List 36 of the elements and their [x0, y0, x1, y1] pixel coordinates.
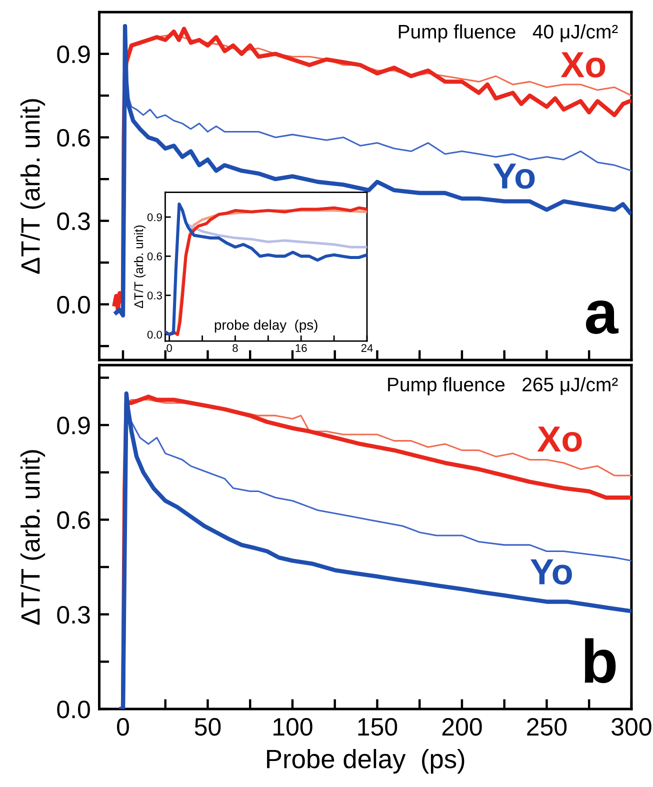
x-axis-title: probe delay (ps) — [214, 320, 318, 333]
annotation: Xo — [537, 426, 582, 452]
x-tick-label: 200 — [442, 718, 482, 736]
annotation: Pump fluence 265 μJ/cm² — [388, 377, 618, 396]
y-tick-label: 0.9 — [147, 213, 162, 222]
annotation: Yo — [530, 559, 572, 585]
x-tick-label: 16 — [296, 344, 307, 352]
x-tick-label: 8 — [232, 344, 238, 352]
x-tick-label: 24 — [361, 344, 373, 352]
x-tick-label: 300 — [612, 718, 652, 736]
y-tick-label: 0.9 — [57, 416, 90, 434]
y-axis-title: ΔT/T (arb. unit) — [20, 450, 46, 625]
y-tick-label: 0.6 — [147, 252, 162, 260]
y-tick-label: 0.3 — [57, 212, 90, 230]
x-tick-label: 250 — [527, 718, 567, 736]
x-tick-label: 150 — [358, 718, 398, 736]
y-tick-label: 0.3 — [147, 292, 162, 300]
y-tick-label: 0.0 — [57, 700, 90, 718]
y-tick-label: 0.9 — [57, 45, 90, 64]
x-axis-title: Probe delay (ps) — [267, 748, 464, 774]
annotation: Pump fluence 40 μJ/cm² — [398, 24, 618, 42]
annotation: Yo — [493, 164, 535, 189]
x-tick-label: 50 — [194, 718, 221, 736]
y-tick-label: 0.0 — [147, 330, 162, 339]
x-tick-label: 0 — [166, 344, 172, 352]
annotation: a — [586, 300, 619, 334]
annotation: Xo — [560, 52, 606, 78]
y-tick-label: 0.6 — [57, 511, 90, 529]
annotation: b — [584, 638, 616, 684]
y-tick-label: 0.0 — [57, 296, 90, 314]
y-axis-title: ΔT/T (arb. unit) — [20, 99, 46, 274]
y-tick-label: 0.3 — [57, 606, 90, 624]
x-tick-label: 100 — [274, 718, 312, 736]
y-tick-label: 0.6 — [57, 128, 90, 147]
x-tick-label: 0 — [117, 718, 129, 736]
y-axis-title: ΔT/T (arb. unit) — [134, 225, 146, 308]
